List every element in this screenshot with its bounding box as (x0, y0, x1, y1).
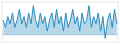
line (3, 6, 117, 39)
chart-container (0, 0, 120, 44)
baseline (2, 34, 118, 35)
plot-frame (2, 2, 118, 42)
sparkline-chart (0, 0, 120, 44)
area-fill (3, 6, 117, 39)
plot-area (2, 6, 118, 39)
